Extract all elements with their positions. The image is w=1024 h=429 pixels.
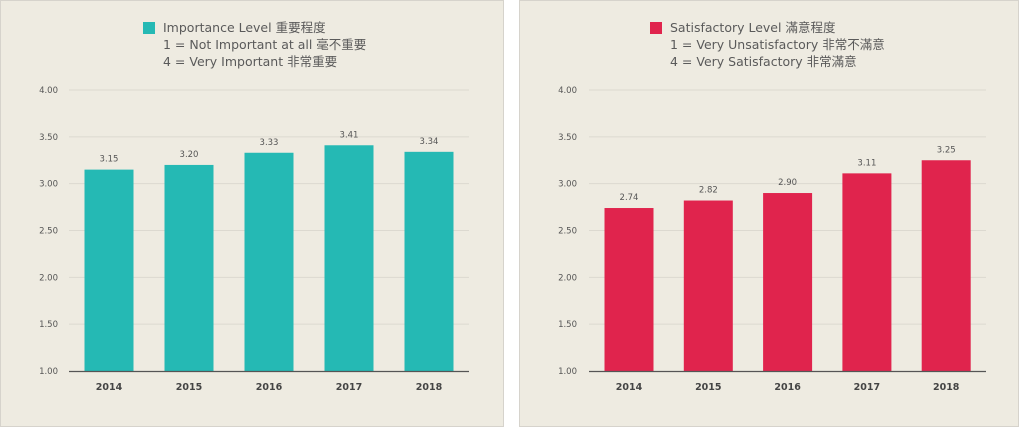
- legend-line-2: 4 = Very Satisfactory 非常滿意: [670, 54, 857, 69]
- legend-swatch: [650, 22, 662, 34]
- y-tick-label: 2.50: [558, 227, 577, 237]
- y-tick-label: 1.00: [558, 367, 577, 377]
- y-tick-label: 1.50: [39, 320, 58, 330]
- x-tick-label: 2017: [336, 382, 362, 393]
- bar: [404, 151, 454, 371]
- bar: [324, 145, 374, 371]
- bar: [84, 169, 134, 371]
- satisfaction-chart-panel: Satisfactory Level 滿意程度 1 = Very Unsatis…: [519, 0, 1019, 427]
- x-tick-label: 2017: [854, 382, 880, 393]
- legend-title: Importance Level 重要程度: [163, 20, 326, 35]
- y-tick-label: 4.00: [39, 86, 58, 96]
- data-label: 3.33: [260, 138, 279, 148]
- legend-line-2: 4 = Very Important 非常重要: [163, 54, 338, 69]
- bar: [164, 164, 214, 371]
- legend-line-1: 1 = Very Unsatisfactory 非常不滿意: [670, 37, 885, 52]
- y-tick-label: 2.50: [39, 227, 58, 237]
- x-tick-label: 2016: [774, 382, 801, 393]
- y-tick-label: 2.00: [558, 273, 577, 283]
- bar: [842, 173, 892, 371]
- x-tick-label: 2015: [176, 382, 202, 393]
- y-tick-label: 2.00: [39, 273, 58, 283]
- legend-swatch: [143, 22, 155, 34]
- x-tick-label: 2014: [616, 382, 643, 393]
- bar: [604, 208, 654, 371]
- importance-chart-panel: Importance Level 重要程度 1 = Not Important …: [0, 0, 504, 427]
- data-label: 3.20: [180, 150, 199, 160]
- bar-chart-plot: 1.00 1.50 2.00 2.50 3.00 3.50 4.00 3.15 2014 3.20…: [39, 86, 469, 393]
- y-tick-label: 3.00: [39, 180, 58, 190]
- legend-line-1: 1 = Not Important at all 毫不重要: [163, 37, 367, 52]
- y-tick-label: 1.50: [558, 320, 577, 330]
- x-tick-label: 2014: [96, 382, 123, 393]
- y-tick-label: 3.50: [39, 133, 58, 143]
- y-tick-label: 3.00: [558, 180, 577, 190]
- x-tick-label: 2018: [933, 382, 960, 393]
- x-tick-label: 2016: [256, 382, 283, 393]
- y-tick-label: 3.50: [558, 133, 577, 143]
- data-label: 3.41: [340, 130, 359, 140]
- data-label: 2.82: [699, 186, 718, 196]
- data-label: 3.34: [420, 137, 439, 147]
- data-label: 2.74: [620, 193, 639, 203]
- chart-legend: Satisfactory Level 滿意程度 1 = Very Unsatis…: [650, 19, 885, 70]
- y-tick-label: 1.00: [39, 367, 58, 377]
- data-label: 3.11: [857, 158, 876, 168]
- bar: [921, 160, 971, 371]
- data-label: 3.25: [937, 145, 956, 155]
- bar: [244, 152, 294, 371]
- x-tick-label: 2018: [416, 382, 443, 393]
- bar: [683, 200, 733, 371]
- x-tick-label: 2015: [695, 382, 721, 393]
- legend-title: Satisfactory Level 滿意程度: [670, 20, 836, 35]
- bar-chart-plot: 1.00 1.50 2.00 2.50 3.00 3.50 4.00 2.74 2014 2.82…: [558, 86, 986, 393]
- bar: [763, 193, 813, 371]
- data-label: 2.90: [778, 178, 797, 188]
- y-tick-label: 4.00: [558, 86, 577, 96]
- chart-legend: Importance Level 重要程度 1 = Not Important …: [143, 19, 367, 70]
- data-label: 3.15: [100, 155, 119, 165]
